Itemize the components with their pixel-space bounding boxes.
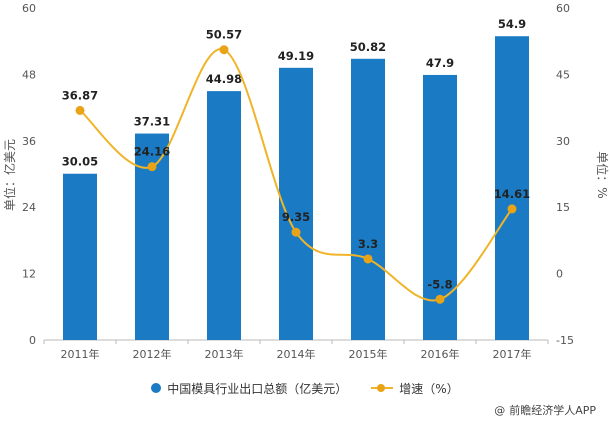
- bar: [495, 36, 529, 340]
- bar-value-label: 50.82: [350, 40, 386, 54]
- legend-bar-swatch: [151, 383, 162, 393]
- x-tick-label: 2014年: [277, 347, 316, 361]
- bar-series: 30.05 37.31 44.98 49.19 50.82 47.9 54.9: [62, 17, 529, 341]
- legend-item-line: 增速（%）: [371, 380, 459, 397]
- line-value-label: 24.16: [134, 145, 170, 159]
- source-credit: @ 前瞻经济学人APP: [494, 402, 596, 418]
- line-point: [75, 105, 85, 115]
- line-value-label: 50.57: [206, 28, 242, 42]
- source-text: 前瞻经济学人APP: [509, 404, 596, 417]
- y-tick-label: 60: [22, 2, 36, 15]
- line-value-label: 3.3: [358, 237, 378, 251]
- at-icon: @: [494, 403, 506, 417]
- combo-chart: 0 12 24 36 48 60 -15 0 15 30 45 60 2011年 2012年 2013年 20…: [2, 2, 610, 361]
- bar-value-label: 37.31: [134, 115, 170, 129]
- bar: [63, 173, 97, 340]
- bar: [351, 58, 385, 341]
- y2-axis-title: 单位：%: [595, 151, 610, 198]
- y-tick-label: 0: [29, 334, 36, 347]
- line-point: [147, 162, 157, 172]
- bar-value-label: 47.9: [426, 56, 454, 70]
- bar-value-label: 54.9: [498, 17, 526, 31]
- legend: 中国模具行业出口总额（亿美元） 增速（%）: [0, 378, 610, 398]
- legend-item-bar: 中国模具行业出口总额（亿美元）: [151, 380, 347, 397]
- bar-value-label: 44.98: [206, 72, 242, 86]
- bar-value-label: 30.05: [62, 155, 98, 169]
- legend-line-swatch: [371, 383, 394, 393]
- y2-tick-label: 60: [556, 2, 570, 15]
- y-tick-label: 48: [22, 68, 36, 81]
- line-series: 36.87 24.16 50.57 9.35 3.3 -5.8 14.61: [62, 28, 530, 304]
- line-value-label: 9.35: [282, 210, 310, 224]
- legend-bar-label: 中国模具行业出口总额（亿美元）: [167, 381, 348, 396]
- legend-line-label: 增速（%）: [399, 381, 459, 396]
- y-axis-title: 单位：亿美元: [2, 139, 17, 211]
- y-tick-label: 12: [22, 268, 36, 281]
- x-tick-label: 2012年: [133, 347, 172, 361]
- line-value-label: 36.87: [62, 88, 98, 102]
- line-point: [363, 254, 373, 264]
- line-point: [219, 45, 229, 55]
- x-tick-label: 2017年: [493, 347, 532, 361]
- line-value-label: -5.8: [427, 277, 452, 291]
- x-tick-label: 2013年: [205, 347, 244, 361]
- bar: [279, 67, 313, 340]
- line-point: [435, 294, 445, 304]
- line-point: [291, 227, 301, 237]
- y2-tick-label: -15: [556, 334, 574, 347]
- bar-value-label: 49.19: [278, 49, 314, 63]
- x-tick-label: 2011年: [61, 347, 100, 361]
- line-point: [507, 204, 517, 214]
- y-tick-label: 24: [22, 201, 36, 214]
- y2-tick-label: 15: [556, 201, 570, 214]
- line-value-label: 14.61: [494, 187, 530, 201]
- x-tick-label: 2016年: [421, 347, 460, 361]
- y-tick-label: 36: [22, 135, 36, 148]
- y2-tick-label: 0: [556, 268, 563, 281]
- bar: [207, 91, 241, 341]
- y2-tick-label: 45: [556, 68, 570, 81]
- x-tick-label: 2015年: [349, 347, 388, 361]
- y2-tick-label: 30: [556, 135, 570, 148]
- axes: 0 12 24 36 48 60 -15 0 15 30 45 60 2011年 2012年 2013年 20…: [22, 2, 574, 361]
